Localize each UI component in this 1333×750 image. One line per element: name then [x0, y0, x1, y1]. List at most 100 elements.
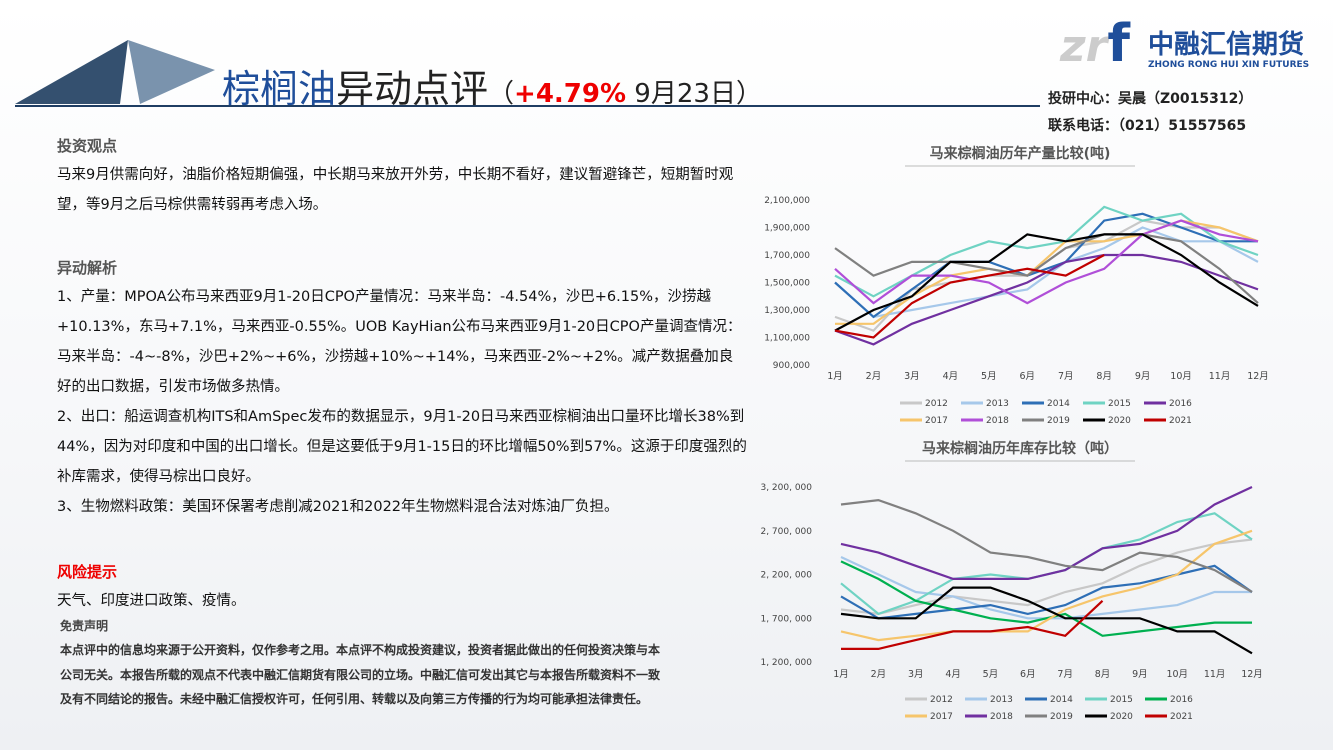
x-tick-label: 4月	[943, 371, 959, 382]
x-tick-label: 8月	[1095, 669, 1111, 680]
series-line	[834, 233, 1259, 304]
paragraph: 1、产量：MPOA公布马来西亚9月1-20日CPO产量情况：马来半岛：-4.54…	[57, 289, 742, 395]
chart-title: 马来棕榈油历年库存比较（吨）	[922, 440, 1118, 457]
x-tick-label: 12月	[1241, 669, 1263, 680]
legend-label: 2012	[925, 399, 948, 409]
title-change: +4.79%	[514, 79, 627, 109]
y-tick-label: 2,100,000	[764, 196, 810, 206]
title-product: 棕榈油	[222, 67, 337, 111]
x-tick-label: 8月	[1096, 371, 1112, 382]
legend-label: 2020	[1110, 712, 1133, 722]
y-tick-label: 1,700,000	[764, 251, 810, 261]
decor-triangle	[15, 40, 128, 104]
legend-label: 2014	[1047, 399, 1070, 409]
x-tick-label: 7月	[1057, 669, 1073, 680]
series-line	[834, 226, 1259, 319]
x-tick-label: 11月	[1204, 669, 1226, 680]
y-tick-label: 1,900,000	[764, 224, 810, 234]
logo-letters: zr	[1060, 21, 1108, 72]
paragraph: 2、出口：船运调查机构ITS和AmSpec发布的数据显示，9月1-20日马来西亚…	[57, 409, 747, 485]
legend-label: 2013	[990, 695, 1013, 705]
legend-label: 2021	[1169, 416, 1192, 426]
decor-triangle	[128, 40, 215, 104]
legend-label: 2016	[1169, 399, 1192, 409]
legend-label: 2015	[1110, 695, 1133, 705]
x-tick-label: 5月	[983, 669, 999, 680]
x-tick-label: 4月	[945, 669, 961, 680]
chart-title: 马来棕榈油历年产量比较(吨)	[930, 145, 1111, 162]
series-line	[840, 538, 1253, 616]
legend-label: 2019	[1050, 712, 1073, 722]
series-line	[840, 486, 1253, 580]
section-heading: 风险提示	[57, 563, 118, 581]
series-line	[840, 498, 1253, 593]
y-tick-label: 1,300,000	[764, 306, 810, 316]
legend-label: 2017	[925, 416, 948, 426]
series-line	[834, 233, 1259, 332]
header-graphics	[15, 40, 1040, 107]
y-tick-label: 1, 700, 000	[760, 614, 812, 624]
x-tick-label: 2月	[871, 669, 887, 680]
logo-name: 中融汇信期货	[1148, 30, 1305, 60]
contact-line: 投研中心：吴晨（Z0015312）	[1048, 91, 1253, 107]
series-line	[840, 560, 1252, 637]
series-line	[834, 219, 1259, 305]
x-tick-label: 3月	[904, 371, 920, 382]
legend-label: 2018	[986, 416, 1009, 426]
x-tick-label: 10月	[1166, 669, 1188, 680]
paragraph: 天气、印度进口政策、疫情。	[57, 593, 246, 609]
section-heading: 异动解析	[57, 259, 118, 277]
x-tick-label: 1月	[833, 669, 849, 680]
legend-label: 2015	[1108, 399, 1131, 409]
y-tick-label: 2, 700, 000	[760, 527, 812, 537]
series-line	[841, 599, 1104, 650]
legend-label: 2020	[1108, 416, 1131, 426]
x-tick-label: 6月	[1020, 669, 1036, 680]
title: 棕榈油异动点评（+4.79% 9月23日）	[222, 58, 762, 113]
title-paren: （	[488, 79, 515, 109]
legend-label: 2012	[930, 695, 953, 705]
disclaimer-heading: 免责声明	[60, 619, 109, 633]
x-tick-label: 12月	[1247, 371, 1269, 382]
x-tick-label: 9月	[1132, 669, 1148, 680]
legend-label: 2017	[930, 712, 953, 722]
analysis: 1、产量：MPOA公布马来西亚9月1-20日CPO产量情况：马来半岛：-4.54…	[57, 282, 747, 522]
series-line	[834, 254, 1105, 339]
legend-label: 2018	[990, 712, 1013, 722]
legend-label: 2021	[1170, 712, 1193, 722]
y-tick-label: 900,000	[773, 361, 810, 371]
y-tick-label: 1, 200, 000	[760, 658, 812, 668]
x-tick-label: 10月	[1170, 371, 1192, 382]
contact-line: 联系电话：（021）51557565	[1048, 118, 1247, 134]
title-label: 异动点评	[336, 67, 489, 111]
x-tick-label: 7月	[1058, 371, 1074, 382]
x-tick-label: 5月	[981, 371, 997, 382]
y-tick-label: 3, 200, 000	[760, 483, 812, 493]
logo-english: ZHONG RONG HUI XIN FUTURES	[1148, 60, 1310, 70]
y-tick-label: 1,100,000	[764, 334, 810, 344]
series-line	[834, 212, 1258, 319]
series-line	[840, 529, 1253, 642]
x-tick-label: 2月	[866, 371, 882, 382]
y-tick-label: 2, 200, 000	[760, 571, 812, 581]
legend-label: 2016	[1170, 695, 1193, 705]
x-tick-label: 1月	[827, 371, 843, 382]
logo-letter: f	[1107, 14, 1130, 74]
x-tick-label: 9月	[1135, 371, 1151, 382]
y-tick-label: 1,500,000	[764, 279, 810, 289]
x-tick-label: 6月	[1019, 371, 1035, 382]
legend-label: 2014	[1050, 695, 1073, 705]
section-heading: 投资观点	[57, 137, 118, 155]
x-tick-label: 11月	[1209, 371, 1231, 382]
series-line	[840, 586, 1253, 655]
disclaimer-text: 本点评中的信息均来源于公开资料，仅作参考之用。本点评不构成投资建议，投资者据此做…	[60, 643, 661, 706]
title-date: 9月23日）	[626, 79, 762, 109]
legend-label: 2019	[1047, 416, 1070, 426]
paragraph: 3、生物燃料政策：美国环保署考虑削减2021和2022年生物燃料混合法对炼油厂负…	[57, 499, 619, 515]
logo: zrf	[1060, 14, 1130, 74]
legend-label: 2013	[986, 399, 1009, 409]
paragraph: 马来9月供需向好，油脂价格短期偏强，中长期马来放开外劳，中长期不看好，建议暂避锋…	[57, 167, 734, 213]
x-tick-label: 3月	[908, 669, 924, 680]
